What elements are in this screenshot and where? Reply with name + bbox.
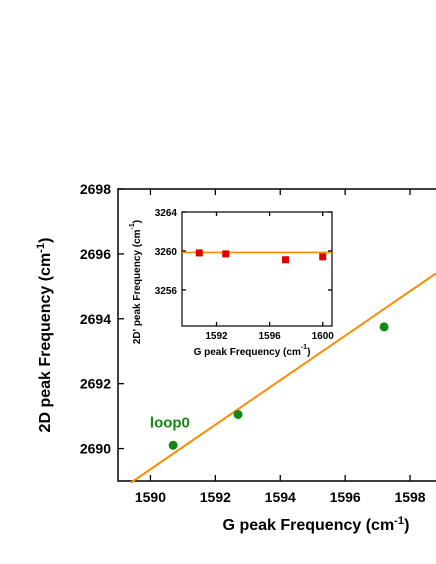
inset-y-tick-label: 3264	[155, 208, 178, 219]
y-tick-label: 2696	[80, 246, 111, 262]
inset-x-axis-title-text: G peak Frequency (cm	[194, 347, 301, 358]
x-axis-title-end: )	[404, 517, 409, 534]
inset-y-tick-label: 3256	[155, 286, 178, 297]
y-axis-title-end: )	[37, 238, 54, 243]
y-tick-label: 2690	[80, 441, 111, 457]
inset-frame	[181, 211, 333, 327]
x-tick-label: 1598	[394, 489, 425, 505]
inset-x-tick-label: 1600	[312, 331, 335, 342]
inset-data-point	[195, 249, 203, 257]
y-axis-title-superscript: -1	[35, 243, 47, 253]
y-axis-title-text: 2D peak Frequency (cm	[37, 253, 54, 433]
y-axis-title: 2D peak Frequency (cm-1)	[35, 238, 54, 433]
x-tick-label: 1592	[200, 489, 231, 505]
inset-x-tick-label: 1596	[258, 331, 281, 342]
main-data-point	[233, 409, 243, 419]
inset-data-point	[222, 250, 230, 258]
y-tick-label: 2694	[80, 311, 111, 327]
main-fit-line	[130, 272, 436, 484]
inset-y-axis-title-superscript: -1	[129, 223, 136, 229]
inset-data-point	[319, 253, 327, 261]
x-axis-title-superscript: -1	[394, 515, 404, 527]
inset-y-axis-title-text: 2D' peak Frequency (cm	[132, 229, 143, 344]
inset-x-tick-label: 1592	[205, 331, 228, 342]
main-axes-frame	[117, 188, 436, 482]
x-tick-label: 1590	[135, 489, 166, 505]
x-axis-title-text: G peak Frequency (cm	[223, 517, 395, 534]
y-tick-label: 2692	[80, 376, 111, 392]
main-data-point	[168, 440, 178, 450]
main-data-point	[379, 322, 389, 332]
inset-y-tick-label: 3260	[155, 247, 178, 258]
inset-x-axis-title-end: )	[307, 347, 310, 358]
x-tick-label: 1596	[330, 489, 361, 505]
x-axis-title: G peak Frequency (cm-1)	[223, 515, 410, 534]
inset-y-axis-title: 2D' peak Frequency (cm-1)	[129, 220, 143, 344]
inset-x-axis-title-superscript: -1	[301, 344, 307, 351]
y-tick-label: 2698	[80, 181, 111, 197]
inset-x-axis-title: G peak Frequency (cm-1)	[194, 344, 311, 358]
inset-y-axis-title-end: )	[132, 220, 143, 223]
inset-data-point	[282, 256, 290, 264]
x-tick-label: 1594	[265, 489, 296, 505]
annotation-loop0: loop0	[150, 414, 190, 431]
